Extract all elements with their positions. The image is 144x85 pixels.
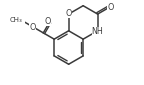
Text: NH: NH [92,27,104,36]
Text: O: O [66,9,72,18]
Text: CH₃: CH₃ [9,17,22,23]
Text: O: O [107,3,114,12]
Text: O: O [29,23,36,32]
Text: O: O [45,17,51,26]
